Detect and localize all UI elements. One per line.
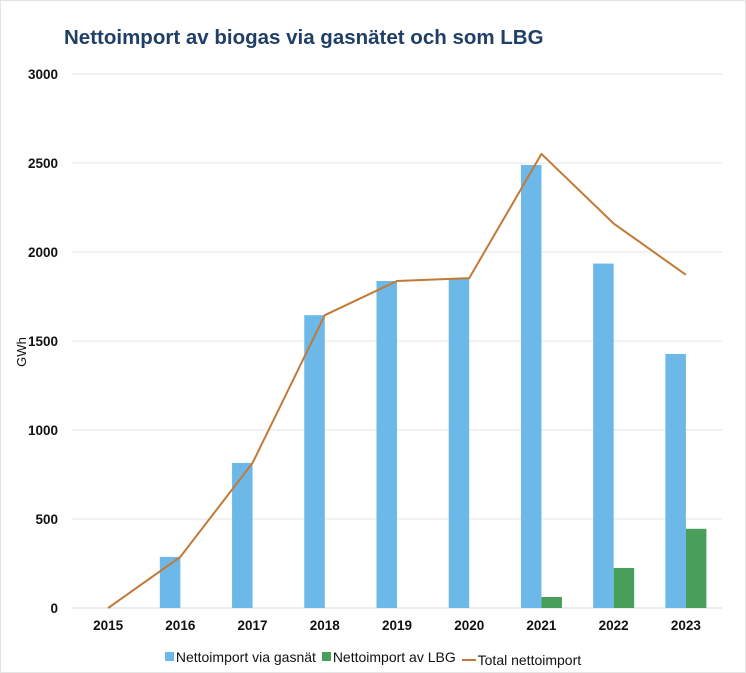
- y-tick-label: 0: [50, 601, 58, 616]
- y-axis-label: GWh: [14, 337, 29, 367]
- total-line: [107, 152, 687, 609]
- x-tick-label: 2018: [310, 618, 341, 633]
- bar-gasnat: [232, 462, 253, 608]
- bar-gasnat: [665, 353, 686, 608]
- legend-swatch-line: [461, 659, 476, 661]
- x-tick-label: 2019: [382, 618, 412, 633]
- legend-swatch-green: [321, 652, 331, 661]
- bar-gasnat: [304, 315, 325, 608]
- x-tick-label: 2017: [238, 618, 268, 633]
- bar-lbg: [613, 567, 635, 608]
- x-tick-labels: 2015 2016 2017 2018 2019 2020 2021 2022 2023: [93, 618, 701, 633]
- bar-gasnat: [448, 278, 470, 608]
- legend-swatch-blue: [164, 652, 174, 661]
- y-tick-label: 3000: [28, 67, 58, 82]
- bar-gasnat: [376, 281, 397, 608]
- x-tick-label: 2016: [165, 618, 196, 633]
- y-tick-label: 500: [35, 512, 58, 527]
- y-tick-label: 2500: [28, 156, 58, 171]
- x-tick-label: 2020: [454, 618, 484, 633]
- bar-gasnat: [593, 263, 614, 608]
- bar-gasnat: [159, 556, 181, 608]
- x-tick-label: 2023: [671, 618, 702, 633]
- x-tick-label: 2021: [526, 618, 557, 633]
- legend: Nettoimport via gasnät Nettoimport av LB…: [0, 648, 746, 668]
- legend-label: Nettoimport av LBG: [332, 648, 456, 665]
- x-tick-label: 2022: [599, 618, 629, 633]
- bar-lbg: [541, 596, 562, 608]
- legend-label: Total nettoimport: [477, 652, 582, 668]
- legend-label: Nettoimport via gasnät: [175, 648, 316, 665]
- bars: [159, 164, 707, 608]
- legend-item-total[interactable]: Total nettoimport: [461, 652, 582, 668]
- chart-title: Nettoimport av biogas via gasnätet och s…: [64, 26, 544, 49]
- bar-gasnat: [520, 164, 542, 608]
- bar-lbg: [685, 528, 707, 608]
- legend-item-lbg[interactable]: Nettoimport av LBG: [321, 648, 456, 665]
- x-tick-label: 2015: [93, 618, 124, 633]
- y-tick-label: 1500: [28, 334, 58, 349]
- y-tick-labels: 0 500 1000 1500 2000 2500 3000: [28, 67, 58, 616]
- y-tick-label: 2000: [28, 245, 58, 260]
- legend-item-gasnat[interactable]: Nettoimport via gasnät: [164, 648, 316, 665]
- y-tick-label: 1000: [28, 423, 58, 438]
